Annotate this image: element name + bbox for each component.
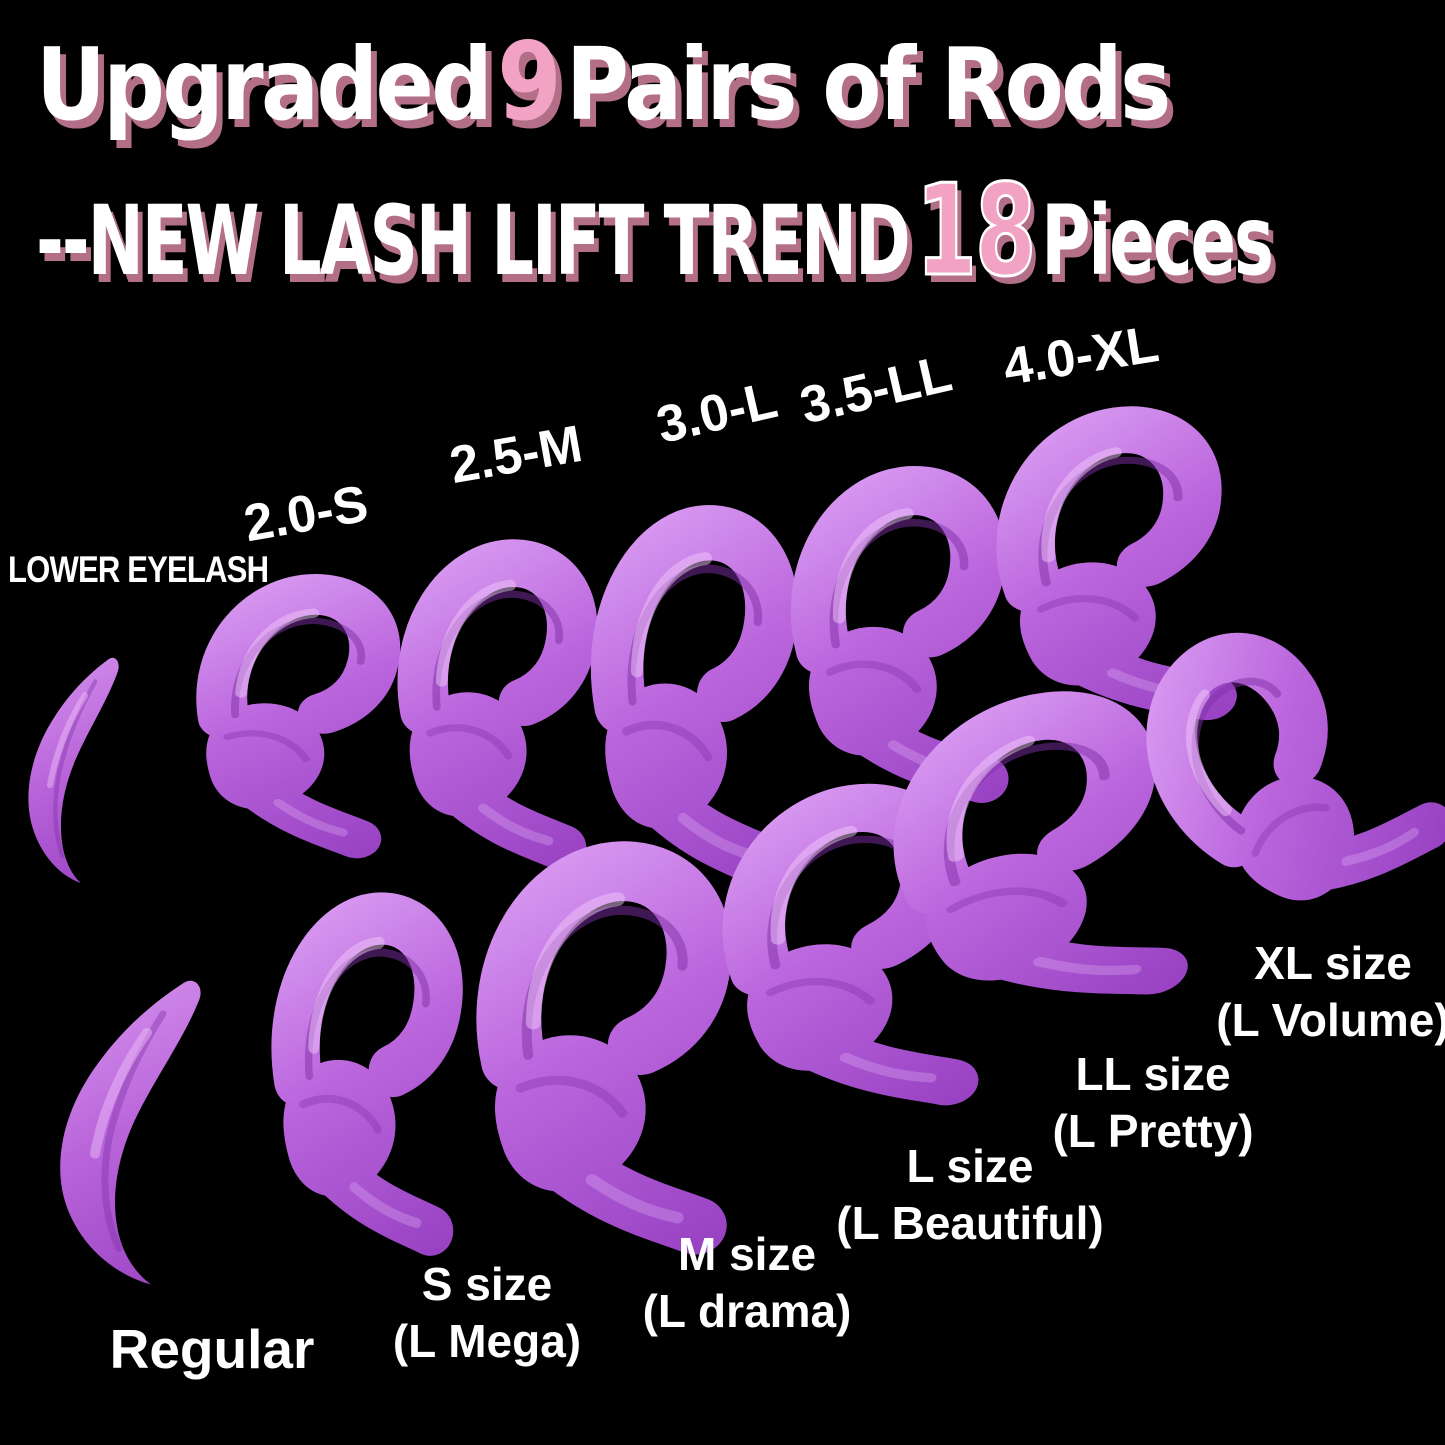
size-label-xl-name: XL size [1254, 937, 1412, 989]
size-label-l-style: (L Beautiful) [836, 1197, 1104, 1249]
rod-shape-2-5-m [392, 537, 597, 874]
size-label-3-0-l: 3.0-L [651, 371, 783, 455]
size-label-4-0-xl: 4.0-XL [999, 315, 1163, 397]
rod-shape-m [464, 835, 742, 1265]
size-label-l-name: L size [906, 1140, 1034, 1192]
size-label-3-5-ll: 3.5-LL [794, 344, 958, 436]
size-label-s-style: (L Mega) [392, 1315, 582, 1367]
size-label-s: S size (L Mega) [393, 1256, 581, 1370]
rod-shape-s [266, 890, 465, 1258]
size-label-xl: XL size (L Volume) [1216, 935, 1445, 1049]
size-label-xl-style: (L Volume) [1216, 994, 1445, 1046]
size-label-s-name: S size [421, 1258, 553, 1310]
headline-line1: Upgraded 9 Pairs of Rods [36, 20, 1445, 145]
headline-line1-pre: Upgraded [36, 26, 493, 143]
size-label-l: L size (L Beautiful) [836, 1138, 1103, 1252]
size-label-2-0-s: 2.0-S [239, 474, 373, 554]
size-label-m-style: (L drama) [642, 1285, 852, 1337]
headline-pairs-count: 9 [497, 20, 562, 145]
size-label-2-5-m: 2.5-M [445, 414, 587, 496]
size-label-m-name: M size [677, 1228, 817, 1280]
headline-line2-pre: --NEW LASH LIFT TREND [36, 185, 911, 297]
size-label-ll-style: (L Pretty) [1052, 1105, 1254, 1157]
size-label-regular-name: Regular [109, 1318, 315, 1380]
headline: Upgraded 9 Pairs of Rods --NEW LASH LIFT… [36, 20, 1445, 306]
size-label-m: M size (L drama) [643, 1226, 852, 1340]
rod-shape-2-0-s [196, 574, 392, 856]
size-label-regular: Regular [110, 1318, 315, 1380]
size-label-ll-name: LL size [1075, 1048, 1231, 1100]
headline-pieces-count: 18 [915, 156, 1038, 306]
size-label-ll: LL size (L Pretty) [1052, 1046, 1253, 1160]
headline-line2-post: Pieces [1041, 185, 1274, 297]
size-label-lower-eyelash: LOWER EYELASH [8, 549, 269, 590]
headline-line1-post: Pairs of Rods [566, 26, 1171, 143]
rod-shape-regular [35, 972, 235, 1294]
headline-line2: --NEW LASH LIFT TREND 18 Pieces [36, 156, 1274, 306]
rod-shape-lower-eyelash [10, 648, 140, 892]
